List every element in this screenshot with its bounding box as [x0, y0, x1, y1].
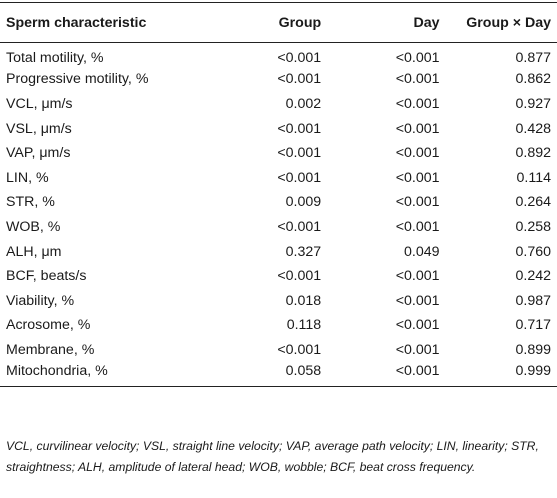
- table-row: STR, % 0.009 <0.001 0.264: [0, 190, 557, 215]
- cell-group-x-day: 0.428: [515, 120, 551, 137]
- cell-group: <0.001: [277, 120, 322, 137]
- table-row: Acrosome, % 0.118 <0.001 0.717: [0, 313, 557, 338]
- cell-group-x-day: 0.999: [439, 362, 557, 388]
- cell-day: <0.001: [321, 362, 440, 388]
- cell-characteristic: WOB, %: [6, 218, 61, 235]
- table-row: Mitochondria, % 0.058 <0.001 0.999: [0, 362, 557, 388]
- cell-day: <0.001: [395, 71, 440, 88]
- cell-day: <0.001: [395, 95, 440, 112]
- cell-day: <0.001: [395, 145, 440, 162]
- cell-day: <0.001: [395, 341, 440, 358]
- cell-characteristic: VCL, μm/s: [6, 95, 73, 112]
- cell-day: <0.001: [395, 169, 440, 186]
- cell-characteristic: VAP, μm/s: [6, 145, 71, 162]
- table-row: Progressive motility, % <0.001 <0.001 0.…: [0, 67, 557, 92]
- cell-day: <0.001: [395, 218, 440, 235]
- table-row: Membrane, % <0.001 <0.001 0.899: [0, 338, 557, 363]
- header-day: Day: [321, 2, 440, 43]
- table-row: LIN, % <0.001 <0.001 0.114: [0, 165, 557, 190]
- cell-group-x-day: 0.242: [515, 268, 551, 285]
- header-sperm-characteristic: Sperm characteristic: [0, 2, 209, 43]
- cell-group: <0.001: [277, 71, 322, 88]
- cell-day: <0.001: [395, 120, 440, 137]
- cell-characteristic: Viability, %: [6, 292, 75, 309]
- cell-group: 0.009: [285, 194, 322, 211]
- results-table: Sperm characteristic Group Day Group × D…: [0, 2, 557, 388]
- cell-characteristic: Mitochondria, %: [0, 362, 209, 388]
- header-group-x-day: Group × Day: [439, 2, 557, 43]
- cell-group: <0.001: [277, 169, 322, 186]
- cell-group-x-day: 0.114: [516, 169, 551, 186]
- cell-day: 0.049: [403, 243, 440, 260]
- cell-characteristic: STR, %: [6, 194, 55, 211]
- cell-group: <0.001: [277, 341, 322, 358]
- table-footnote: VCL, curvilinear velocity; VSL, straight…: [6, 439, 539, 474]
- header-row: Sperm characteristic Group Day Group × D…: [0, 2, 557, 43]
- table-row: WOB, % <0.001 <0.001 0.258: [0, 215, 557, 240]
- table-row: Viability, % 0.018 <0.001 0.987: [0, 288, 557, 313]
- cell-group-x-day: 0.987: [515, 292, 551, 309]
- cell-group-x-day: 0.760: [515, 243, 551, 260]
- cell-group: <0.001: [277, 50, 322, 67]
- cell-group-x-day: 0.927: [515, 95, 551, 112]
- table-row: VCL, μm/s 0.002 <0.001 0.927: [0, 92, 557, 117]
- cell-group-x-day: 0.892: [515, 145, 551, 162]
- table-header: Sperm characteristic Group Day Group × D…: [0, 2, 557, 43]
- cell-day: <0.001: [395, 50, 440, 67]
- cell-group-x-day: 0.264: [515, 194, 551, 211]
- cell-group: 0.118: [286, 317, 322, 334]
- cell-day: <0.001: [395, 317, 440, 334]
- cell-characteristic: Total motility, %: [6, 50, 104, 67]
- table-row: VSL, μm/s <0.001 <0.001 0.428: [0, 116, 557, 141]
- cell-group: 0.058: [208, 362, 322, 388]
- cell-characteristic: Membrane, %: [6, 341, 95, 358]
- cell-group: <0.001: [277, 268, 322, 285]
- table-row: BCF, beats/s <0.001 <0.001 0.242: [0, 264, 557, 289]
- cell-group: 0.018: [285, 292, 322, 309]
- cell-group: 0.327: [285, 243, 322, 260]
- table-row: Total motility, % <0.001 <0.001 0.877: [0, 43, 557, 68]
- cell-day: <0.001: [395, 194, 440, 211]
- cell-group-x-day: 0.877: [515, 50, 551, 67]
- table-body: Total motility, % <0.001 <0.001 0.877 Pr…: [0, 43, 557, 388]
- cell-characteristic: VSL, μm/s: [6, 120, 72, 137]
- cell-group-x-day: 0.258: [515, 218, 551, 235]
- cell-characteristic: Progressive motility, %: [6, 71, 149, 88]
- cell-characteristic: ALH, μm: [6, 243, 62, 260]
- cell-group-x-day: 0.862: [515, 71, 551, 88]
- table-row: VAP, μm/s <0.001 <0.001 0.892: [0, 141, 557, 166]
- cell-characteristic: Acrosome, %: [6, 317, 91, 334]
- cell-group: <0.001: [277, 218, 322, 235]
- cell-characteristic: LIN, %: [6, 169, 49, 186]
- table-row: ALH, μm 0.327 0.049 0.760: [0, 239, 557, 264]
- header-group: Group: [208, 2, 322, 43]
- cell-day: <0.001: [395, 268, 440, 285]
- cell-group-x-day: 0.899: [515, 341, 551, 358]
- cell-day: <0.001: [395, 292, 440, 309]
- cell-group: 0.002: [285, 95, 322, 112]
- cell-characteristic: BCF, beats/s: [6, 268, 87, 285]
- cell-group-x-day: 0.717: [515, 317, 551, 334]
- cell-group: <0.001: [277, 145, 322, 162]
